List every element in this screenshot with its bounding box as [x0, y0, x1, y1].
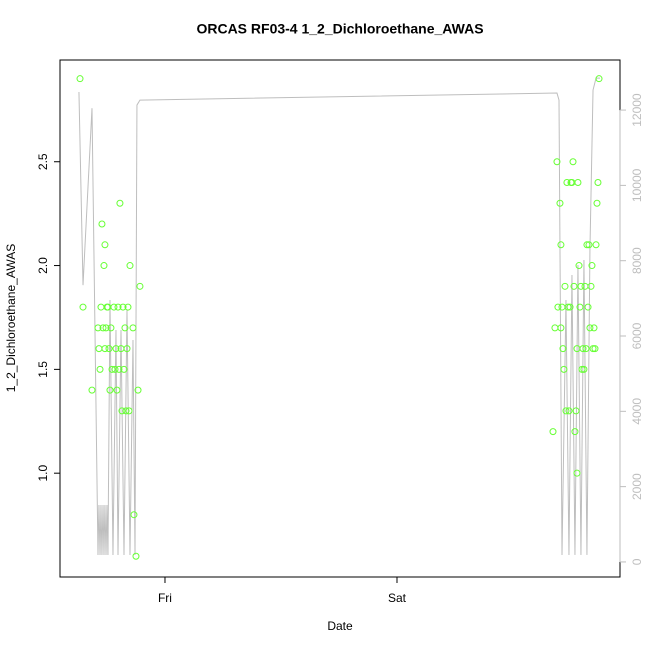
y-tick-label: 2.0 [36, 257, 50, 274]
point [588, 262, 596, 270]
y2-tick-label: 2000 [630, 473, 644, 500]
point [99, 324, 107, 332]
point [119, 303, 127, 311]
point [595, 75, 603, 83]
point [578, 365, 586, 373]
point [584, 303, 592, 311]
point [589, 345, 597, 353]
point [564, 303, 572, 311]
x-tick-label: Sat [388, 591, 407, 605]
point [120, 365, 128, 373]
point [577, 282, 585, 290]
point [554, 303, 562, 311]
y-tick-label: 1.0 [36, 465, 50, 482]
point [591, 345, 599, 353]
chart-title: ORCAS RF03-4 1_2_Dichloroethane_AWAS [196, 21, 483, 37]
point [574, 179, 582, 187]
point [94, 324, 102, 332]
point [96, 365, 104, 373]
point [123, 345, 131, 353]
point [561, 282, 569, 290]
point [573, 469, 581, 477]
point [571, 428, 579, 436]
point [105, 345, 113, 353]
point [76, 75, 84, 83]
point [586, 324, 594, 332]
point [553, 158, 561, 166]
point [115, 365, 123, 373]
x-tick-label: Fri [158, 591, 172, 605]
y-axis-label: 1_2_Dichloroethane_AWAS [4, 244, 18, 393]
point [557, 241, 565, 249]
point [594, 179, 602, 187]
point [549, 428, 557, 436]
point [580, 365, 588, 373]
point [88, 386, 96, 394]
point [579, 345, 587, 353]
y2-tick-label: 0 [630, 558, 644, 565]
point [122, 407, 130, 415]
point [113, 386, 121, 394]
point [134, 386, 142, 394]
point [129, 324, 137, 332]
point [559, 345, 567, 353]
x-axis-label: Date [327, 619, 353, 633]
point [560, 365, 568, 373]
point [102, 324, 110, 332]
point [116, 199, 124, 207]
point [124, 303, 132, 311]
point [98, 220, 106, 228]
point [562, 407, 570, 415]
point [556, 199, 564, 207]
point [592, 241, 600, 249]
point [583, 241, 591, 249]
point [118, 407, 126, 415]
point [121, 324, 129, 332]
point [582, 345, 590, 353]
point [572, 407, 580, 415]
point [585, 241, 593, 249]
point [575, 262, 583, 270]
point [587, 282, 595, 290]
point [593, 199, 601, 207]
point [100, 262, 108, 270]
point [101, 241, 109, 249]
point [576, 303, 584, 311]
point [114, 303, 122, 311]
point [112, 345, 120, 353]
point [125, 407, 133, 415]
point [557, 324, 565, 332]
point [110, 303, 118, 311]
point [136, 282, 144, 290]
point [79, 303, 87, 311]
point [565, 407, 573, 415]
y2-tick-label: 6000 [630, 322, 644, 349]
point [590, 324, 598, 332]
point [106, 386, 114, 394]
point [563, 179, 571, 187]
point [107, 324, 115, 332]
y2-tick-label: 10000 [630, 168, 644, 202]
point [569, 158, 577, 166]
point [101, 345, 109, 353]
y-tick-label: 2.5 [36, 153, 50, 170]
point [108, 365, 116, 373]
y-tick-label: 1.5 [36, 361, 50, 378]
point [126, 262, 134, 270]
point [130, 511, 138, 519]
point [570, 282, 578, 290]
point [566, 303, 574, 311]
point [111, 365, 119, 373]
point [132, 552, 140, 560]
y2-tick-label: 8000 [630, 247, 644, 274]
y2-tick-label: 4000 [630, 398, 644, 425]
y2-tick-label: 12000 [630, 93, 644, 127]
